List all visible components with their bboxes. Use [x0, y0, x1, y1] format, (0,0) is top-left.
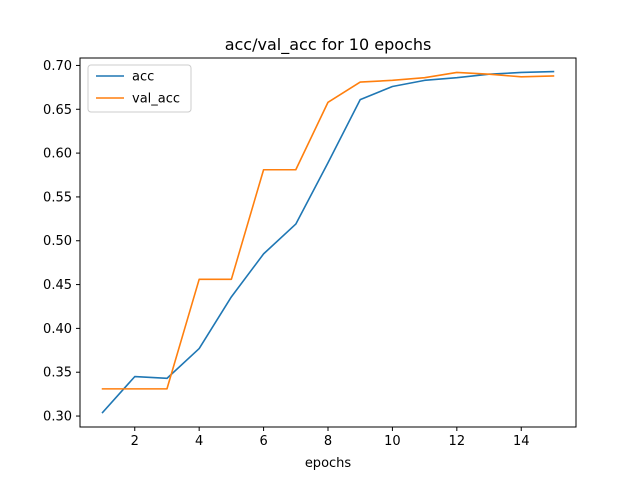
- y-tick-label: 0.60: [43, 147, 72, 162]
- x-tick-label: 6: [259, 434, 267, 449]
- y-tick-label: 0.45: [43, 278, 72, 293]
- x-tick-label: 4: [195, 434, 203, 449]
- x-tick-label: 14: [513, 434, 530, 449]
- x-tick-label: 2: [131, 434, 139, 449]
- series-line-val-acc: [101, 71, 555, 390]
- y-tick-label: 0.40: [43, 322, 72, 337]
- x-axis-label: epochs: [305, 456, 352, 471]
- legend: acc val_acc: [87, 64, 192, 113]
- chart-title: acc/val_acc for 10 epochs: [225, 35, 432, 55]
- series-layer: [101, 70, 555, 414]
- x-axis: 2 4 6 8 10 12 14: [131, 427, 530, 449]
- x-tick-label: 10: [384, 434, 401, 449]
- x-tick-label: 8: [324, 434, 332, 449]
- x-tick-label: 12: [449, 434, 466, 449]
- series-line-acc: [101, 70, 555, 414]
- y-tick-label: 0.65: [43, 103, 72, 118]
- y-tick-label: 0.30: [43, 410, 72, 425]
- y-tick-label: 0.55: [43, 190, 72, 205]
- y-tick-label: 0.70: [43, 59, 72, 74]
- legend-label-acc: acc: [132, 70, 154, 85]
- y-axis: 0.30 0.35 0.40 0.45 0.50 0.55 0.60 0.65 0.70: [43, 59, 80, 425]
- y-tick-label: 0.50: [43, 234, 72, 249]
- legend-label-val-acc: val_acc: [132, 92, 180, 107]
- y-tick-label: 0.35: [43, 366, 72, 381]
